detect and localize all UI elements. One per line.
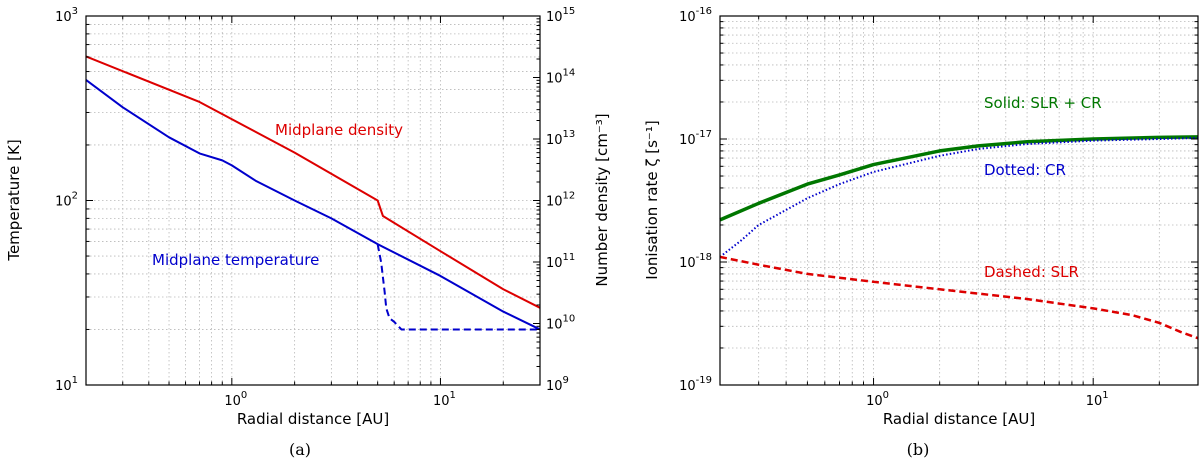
tick-label: 100 bbox=[866, 390, 889, 409]
tick-label: 10-19 bbox=[679, 375, 712, 394]
panel-b-series bbox=[719, 135, 1199, 340]
tick-label: 1015 bbox=[546, 6, 575, 25]
panel-a-ticks: 100 101 101 102 103 109 1010 1011 1012 1013 1014 10… bbox=[55, 6, 575, 409]
tick-label: 109 bbox=[546, 375, 569, 394]
series-midplane-density bbox=[85, 55, 541, 309]
tick-label: 10-17 bbox=[679, 129, 712, 148]
panel-b-y-label: Ionisation rate ζ [s⁻¹] bbox=[643, 120, 661, 279]
series-dashed-slr bbox=[719, 255, 1199, 340]
panel-a-grid bbox=[86, 16, 540, 385]
tick-label: 10-18 bbox=[679, 252, 712, 271]
tick-label: 1010 bbox=[546, 314, 575, 333]
panel-b-grid bbox=[720, 16, 1198, 385]
series-solid-slr-cr bbox=[719, 135, 1199, 222]
annotation-dashed-slr: Dashed: SLR bbox=[984, 263, 1079, 281]
tick-label: 103 bbox=[55, 6, 78, 25]
series-dotted-cr bbox=[719, 136, 1199, 258]
tick-label: 101 bbox=[55, 375, 78, 394]
tick-label: 1013 bbox=[546, 129, 575, 148]
tick-label: 101 bbox=[433, 390, 456, 409]
panel-a: 100 101 101 102 103 109 1010 1011 1012 1013 1014 10… bbox=[5, 6, 611, 459]
panel-b-frame bbox=[719, 15, 1199, 386]
panel-b: 100 101 10-19 10-18 10-17 10-16 Radial distan… bbox=[643, 6, 1199, 459]
annotation-midplane-density: Midplane density bbox=[275, 121, 403, 139]
tick-label: 10-16 bbox=[679, 6, 712, 25]
series-midplane-temperature bbox=[85, 79, 541, 331]
series-midplane-temperature-shadowed bbox=[376, 243, 540, 331]
tick-label: 1012 bbox=[546, 191, 575, 210]
panel-b-x-label: Radial distance [AU] bbox=[883, 410, 1035, 428]
panel-a-caption: (a) bbox=[289, 440, 311, 459]
panel-a-x-label: Radial distance [AU] bbox=[237, 410, 389, 428]
panel-a-series bbox=[85, 55, 541, 331]
tick-label: 101 bbox=[1086, 390, 1109, 409]
tick-label: 1011 bbox=[546, 252, 575, 271]
panel-a-y-right-label: Number density [cm⁻³] bbox=[593, 113, 611, 286]
annotation-solid-slr-cr: Solid: SLR + CR bbox=[984, 94, 1102, 112]
annotation-midplane-temperature: Midplane temperature bbox=[152, 251, 319, 269]
panel-b-caption: (b) bbox=[907, 440, 930, 459]
annotation-dotted-cr: Dotted: CR bbox=[984, 161, 1066, 179]
panel-a-y-label: Temperature [K] bbox=[5, 139, 23, 261]
panel-b-ticks: 100 101 10-19 10-18 10-17 10-16 bbox=[679, 6, 1199, 409]
tick-label: 100 bbox=[224, 390, 247, 409]
tick-label: 102 bbox=[55, 191, 78, 210]
tick-label: 1014 bbox=[546, 68, 575, 87]
